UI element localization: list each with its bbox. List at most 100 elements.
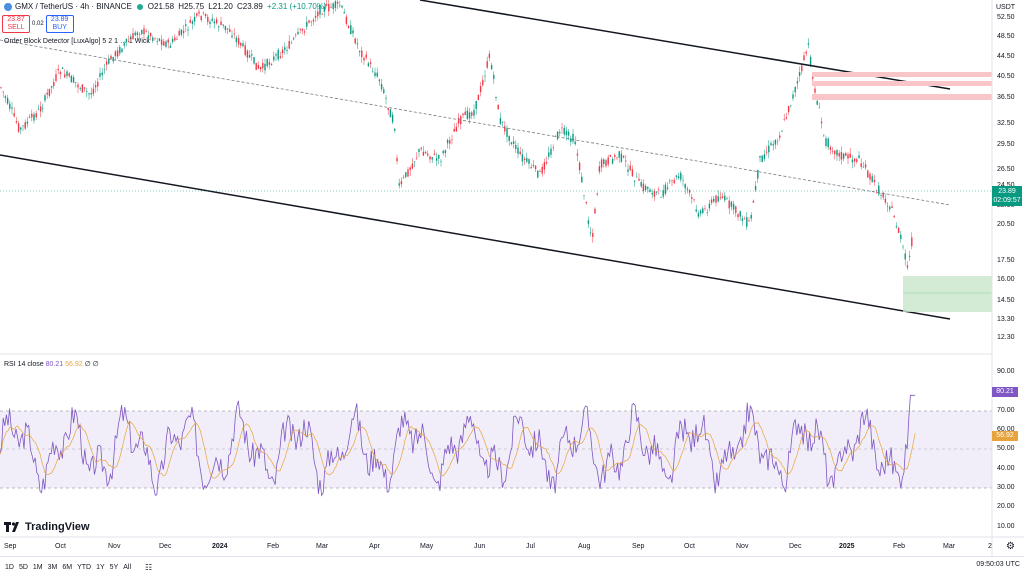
candle-body bbox=[510, 142, 513, 145]
candle-body bbox=[138, 34, 141, 35]
candle-body bbox=[880, 195, 882, 196]
timeframe-all[interactable]: All bbox=[123, 563, 132, 571]
candle-body bbox=[680, 172, 682, 180]
symbol-legend[interactable]: GMX / TetherUS · 4h · BINANCE O21.58 H25… bbox=[4, 2, 329, 11]
candle-body bbox=[70, 75, 73, 83]
rsi-indicator-legend[interactable]: RSI 14 close 80.21 56.92 ∅ ∅ bbox=[4, 361, 99, 368]
timeframe-6m[interactable]: 6M bbox=[62, 563, 73, 571]
candle-body bbox=[442, 150, 444, 154]
candle-body bbox=[352, 30, 354, 34]
candle-body bbox=[83, 87, 86, 89]
order-block-indicator-legend[interactable]: Order Block Detector [LuxAlgo] 5 2 1 … 1… bbox=[4, 38, 150, 45]
currency-label[interactable]: USDT bbox=[996, 4, 1016, 11]
sell-button[interactable]: 23.87 SELL bbox=[2, 15, 30, 33]
time-axis-label: Dec bbox=[159, 543, 172, 550]
candle-body bbox=[356, 43, 359, 45]
candle-body bbox=[730, 201, 733, 207]
time-axis-label: Nov bbox=[736, 543, 749, 550]
gear-icon[interactable]: ⚙ bbox=[1006, 541, 1015, 552]
candle-body bbox=[479, 86, 482, 93]
candle-body bbox=[878, 185, 880, 195]
candle-body bbox=[66, 71, 68, 76]
clock[interactable]: 09:50:03 UTC bbox=[976, 561, 1020, 568]
candle-body bbox=[803, 55, 805, 61]
time-axis-label: Feb bbox=[893, 543, 906, 550]
time-axis-label: Mar bbox=[943, 543, 956, 550]
timeframe-5d[interactable]: 5D bbox=[18, 563, 28, 571]
candle-body bbox=[68, 73, 70, 77]
symbol-title[interactable]: GMX / TetherUS · 4h · BINANCE bbox=[15, 2, 132, 11]
timeframe-1m[interactable]: 1M bbox=[32, 563, 43, 571]
candle-body bbox=[805, 51, 807, 54]
candle-body bbox=[871, 176, 873, 182]
candle-body bbox=[585, 202, 587, 204]
candle-body bbox=[424, 151, 427, 154]
candle-body bbox=[253, 57, 255, 64]
candle-body bbox=[532, 165, 535, 167]
candle-body bbox=[259, 67, 262, 70]
bearish-order-block bbox=[812, 94, 992, 100]
timeframe-5y[interactable]: 5Y bbox=[109, 563, 119, 571]
candle-body bbox=[143, 28, 145, 35]
candle-body bbox=[856, 159, 858, 162]
time-axis-label: Sep bbox=[4, 543, 17, 550]
price-axis-label: 20.50 bbox=[997, 221, 1015, 228]
candle-body bbox=[367, 63, 370, 67]
candle-body bbox=[134, 32, 136, 36]
candle-body bbox=[677, 176, 680, 179]
channel-mid-line bbox=[0, 39, 951, 206]
candle-body bbox=[374, 72, 376, 77]
candle-body bbox=[721, 196, 724, 198]
candle-body bbox=[31, 113, 33, 118]
price-axis-label: 13.30 bbox=[997, 316, 1015, 323]
candle-body bbox=[468, 112, 471, 119]
candle-body bbox=[198, 11, 200, 14]
timeframe-ytd[interactable]: YTD bbox=[77, 563, 92, 571]
candle-body bbox=[851, 159, 854, 163]
candle-body bbox=[594, 208, 596, 214]
candle-body bbox=[858, 155, 860, 158]
candle-body bbox=[884, 198, 887, 203]
timeframe-3m[interactable]: 3M bbox=[47, 563, 58, 571]
candle-body bbox=[754, 185, 757, 190]
candle-body bbox=[660, 197, 662, 198]
candle-body bbox=[281, 49, 284, 54]
candle-body bbox=[290, 42, 293, 44]
candle-body bbox=[101, 72, 103, 76]
timeframe-1d[interactable]: 1D bbox=[5, 563, 14, 571]
candle-body bbox=[339, 5, 341, 6]
candle-body bbox=[717, 196, 719, 202]
candle-body bbox=[297, 31, 299, 35]
candle-body bbox=[317, 11, 319, 17]
candle-body bbox=[471, 112, 473, 116]
candle-body bbox=[737, 214, 739, 218]
candle-body bbox=[88, 93, 90, 95]
candle-body bbox=[825, 138, 827, 146]
buy-button[interactable]: 23.89 BUY bbox=[45, 15, 74, 33]
rsi-ma-line bbox=[0, 420, 916, 479]
price-axis-label: 24.50 bbox=[997, 182, 1015, 189]
candle-body bbox=[141, 30, 143, 34]
candle-body bbox=[603, 159, 605, 165]
candle-body bbox=[757, 169, 759, 179]
timeframe-1y[interactable]: 1Y bbox=[96, 563, 105, 571]
candle-body bbox=[57, 68, 59, 71]
calendar-icon[interactable]: ☷ bbox=[145, 562, 153, 572]
candle-body bbox=[552, 147, 554, 148]
candle-body bbox=[853, 158, 856, 162]
candle-body bbox=[523, 158, 526, 160]
candle-body bbox=[706, 212, 708, 213]
candle-body bbox=[299, 28, 301, 30]
candle-body bbox=[831, 151, 834, 152]
candle-body bbox=[746, 217, 748, 227]
candle-body bbox=[900, 234, 902, 240]
candle-body bbox=[829, 147, 832, 150]
candle-body bbox=[13, 113, 15, 117]
candle-body bbox=[92, 88, 95, 94]
candle-body bbox=[350, 25, 352, 35]
candle-body bbox=[664, 184, 667, 194]
candle-body bbox=[526, 158, 528, 162]
price-axis-label: 16.00 bbox=[997, 276, 1015, 283]
candle-body bbox=[482, 79, 484, 86]
